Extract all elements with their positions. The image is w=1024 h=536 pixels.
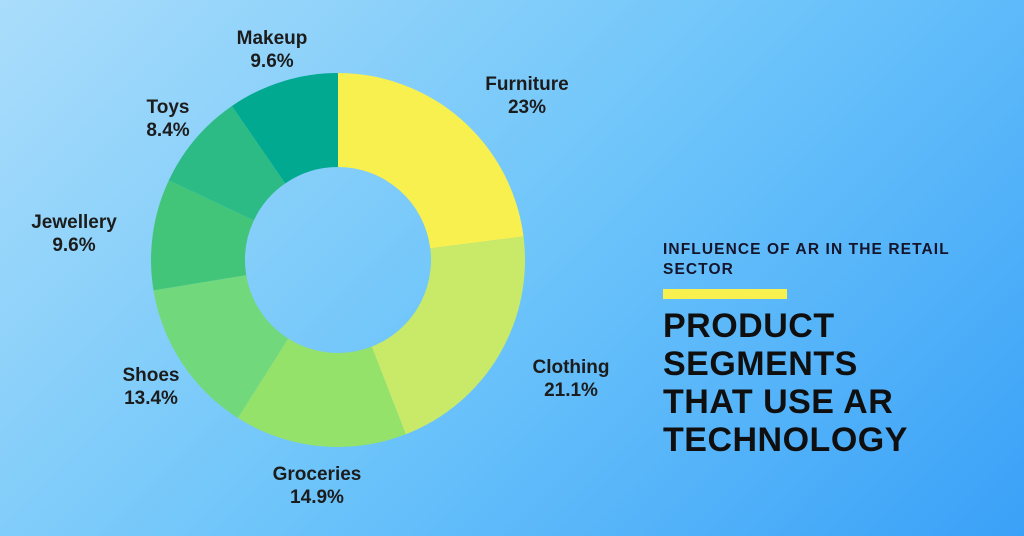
section-kicker: INFLUENCE OF AR IN THE RETAIL SECTOR [663,240,1003,280]
slice-label-name: Furniture [485,74,569,95]
donut-slice-toys [168,106,286,221]
page-title-line3: TECHNOLOGY [663,421,908,459]
slice-label-name: Clothing [532,357,610,378]
slice-label-value: 8.4% [146,120,190,141]
slice-label-makeup: Makeup 9.6% [237,27,308,73]
slice-label-shoes: Shoes 13.4% [122,364,179,410]
page-title-line1: PRODUCT SEGMENTS [663,307,858,383]
slice-label-jewellery: Jewellery 9.6% [31,211,117,257]
slice-label-clothing: Clothing 21.1% [532,356,609,402]
section-kicker-line2: SECTOR [663,261,734,278]
page-title: PRODUCT SEGMENTS THAT USE AR TECHNOLOGY [663,307,1003,459]
donut-slice-makeup [231,73,338,184]
slice-label-value: 9.6% [250,51,294,72]
donut-slice-furniture [338,73,524,249]
slice-label-value: 13.4% [124,388,178,409]
slice-label-groceries: Groceries 14.9% [273,463,362,509]
donut-slice-groceries [237,338,406,448]
slice-label-toys: Toys 8.4% [146,96,189,142]
slice-label-value: 14.9% [290,487,344,508]
slice-label-name: Makeup [236,28,308,49]
slice-label-name: Shoes [122,365,180,386]
section-kicker-line1: INFLUENCE OF AR IN THE RETAIL [663,241,950,258]
title-divider [663,289,787,299]
donut-slice-shoes [153,275,289,418]
slice-label-name: Toys [146,97,190,118]
slice-label-value: 23% [507,97,547,118]
slice-label-value: 9.6% [52,235,96,256]
slice-label-furniture: Furniture 23% [485,73,568,119]
slice-label-value: 21.1% [544,380,598,401]
donut-slice-clothing [371,236,526,435]
slice-label-name: Jewellery [31,212,117,233]
info-block: INFLUENCE OF AR IN THE RETAIL SECTOR PRO… [663,240,1003,459]
slice-label-name: Groceries [272,464,362,485]
donut-slice-jewellery [151,180,254,291]
page-title-line2: THAT USE AR [663,383,894,421]
